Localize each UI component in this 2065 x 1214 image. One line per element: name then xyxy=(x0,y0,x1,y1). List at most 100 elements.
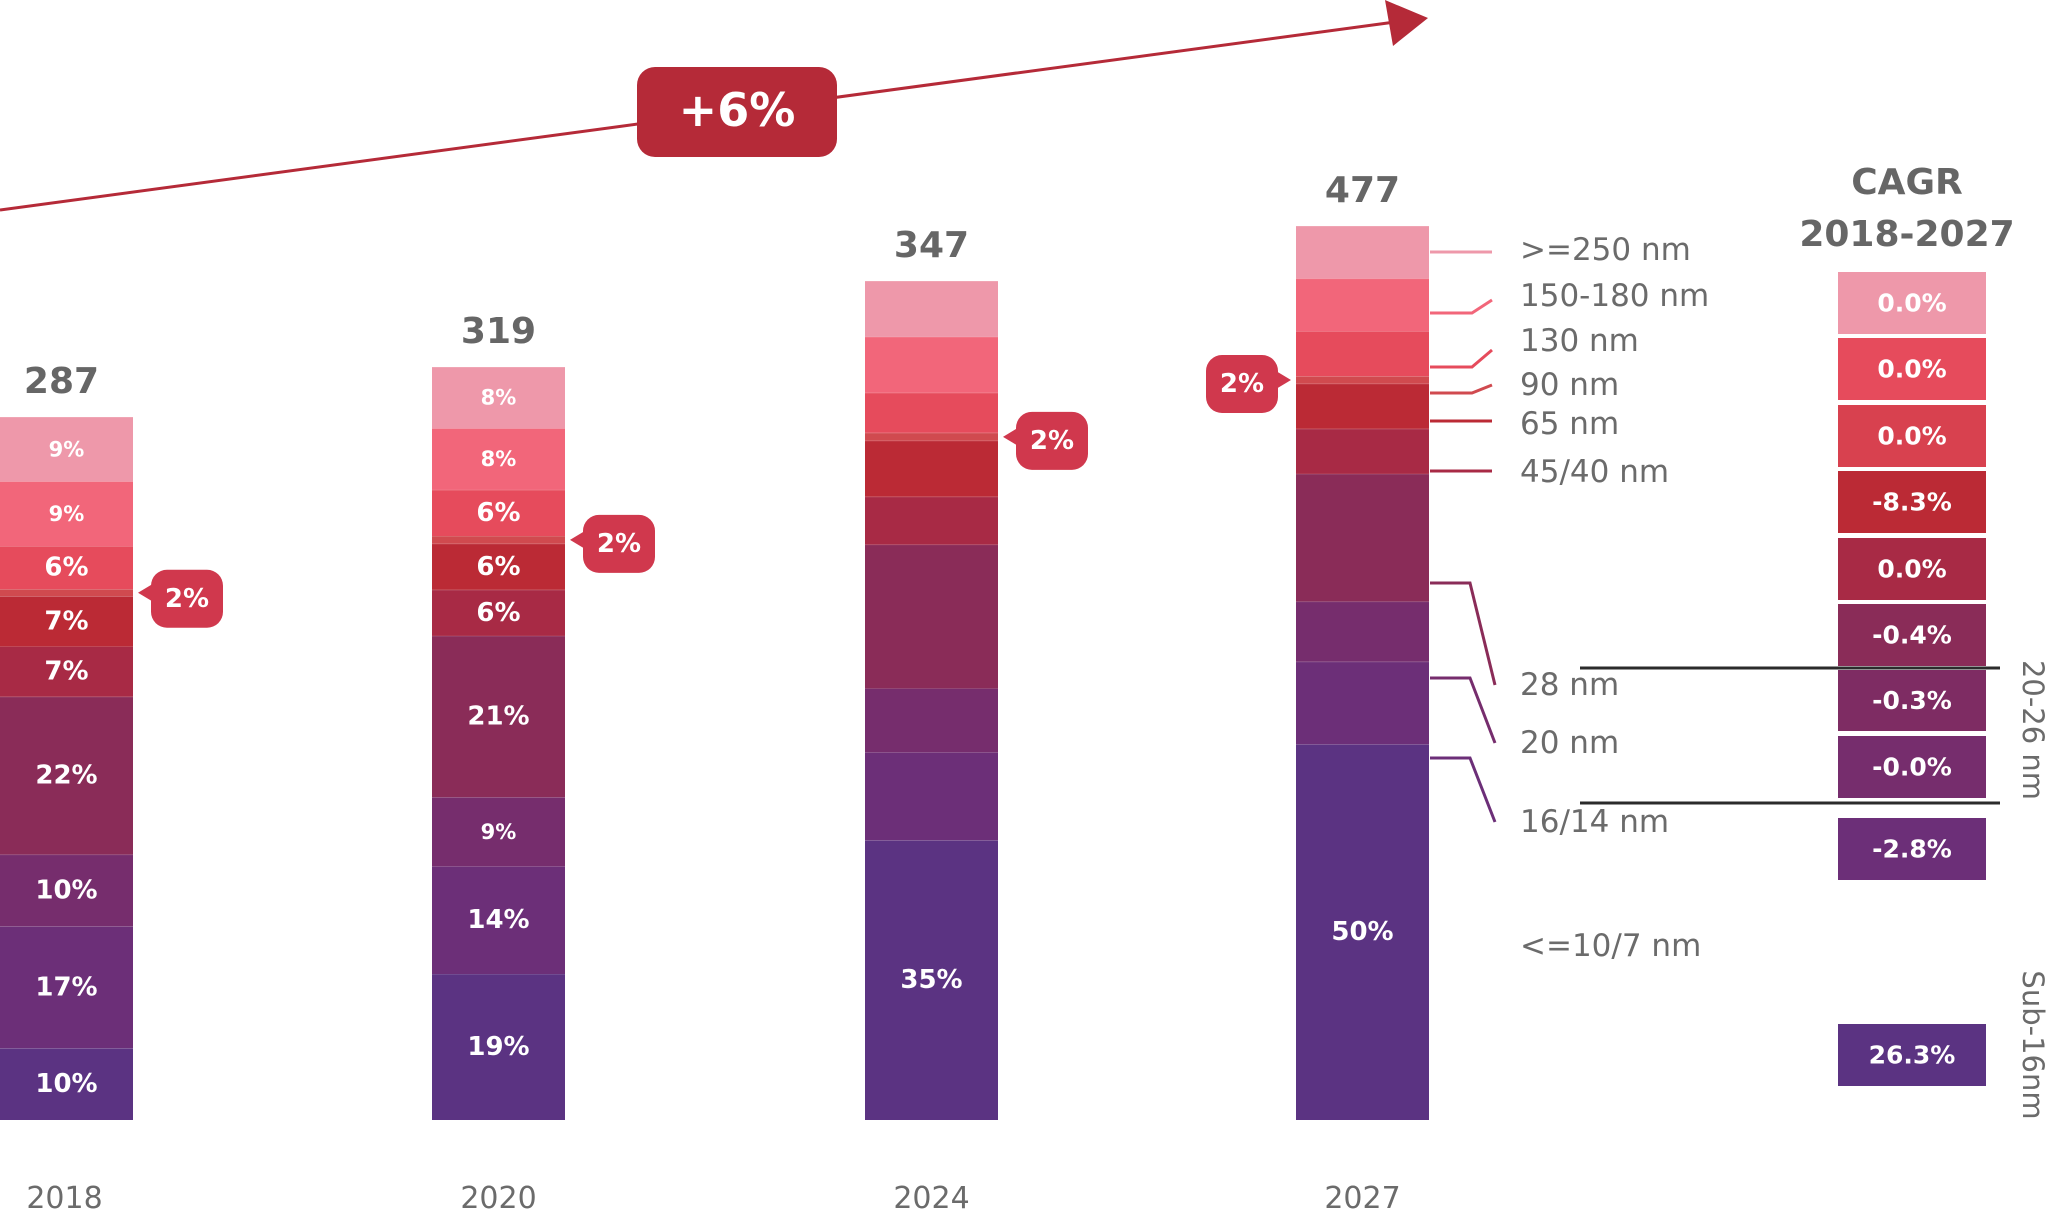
cagr-value: -0.0% xyxy=(1872,753,1952,782)
callout-bubble-2027 xyxy=(1206,355,1278,414)
cagr-title-line2: 2018-2027 xyxy=(1799,214,2014,255)
bar-segment-2024-5 xyxy=(865,440,998,497)
callout-pointer xyxy=(570,530,585,549)
bar-segment-2027-9 xyxy=(1296,226,1429,279)
segment-label: 6% xyxy=(476,498,520,528)
bar-segment-2024-0 xyxy=(865,840,998,1120)
cagr-box xyxy=(1838,338,1986,400)
segment-label: 6% xyxy=(476,552,520,582)
bar-segment-2024-1 xyxy=(865,752,998,841)
bar-segment-2018-4 xyxy=(0,646,133,697)
cagr-layer: 0.0% 0.0% 0.0% -8.3% 0.0% -0.4% -0.3% -0.0% -2.8… xyxy=(1838,272,1986,1086)
bar-segment-2020-0 xyxy=(432,974,565,1120)
segment-label: 14% xyxy=(467,905,529,935)
group-label-20-26nm: 20-26 nm xyxy=(2016,660,2050,800)
cagr-value: -2.8% xyxy=(1872,835,1952,864)
segment-label: 9% xyxy=(49,437,85,461)
bar-total-2024: 347 xyxy=(894,225,969,266)
legend-leader-line xyxy=(1430,348,1493,369)
cagr-box xyxy=(1838,1024,1986,1086)
bar-segment-2018-7 xyxy=(0,546,133,590)
legend-label: 130 nm xyxy=(1520,323,1639,359)
segment-label: 35% xyxy=(900,965,962,995)
legend-label: 45/40 nm xyxy=(1520,454,1669,490)
bar-segment-2027-3 xyxy=(1296,473,1429,602)
bar-segment-2018-5 xyxy=(0,596,133,647)
legend-label: 16/14 nm xyxy=(1520,804,1669,840)
bar-segment-2018-0 xyxy=(0,1048,133,1120)
segment-label: 10% xyxy=(35,1069,97,1099)
segment-label: 22% xyxy=(35,761,97,791)
growth-badge xyxy=(637,67,837,157)
legend-label: 150-180 nm xyxy=(1520,278,1709,314)
bar-segment-2018-9 xyxy=(0,417,133,482)
cagr-box xyxy=(1838,272,1986,334)
legend-label: >=250 nm xyxy=(1520,232,1691,268)
bar-total-2018: 287 xyxy=(24,361,99,402)
segment-label: 10% xyxy=(35,875,97,905)
callout-label-2020: 2% xyxy=(597,529,641,559)
x-tick-2027: 2027 xyxy=(1324,1181,1400,1214)
growth-label: +6% xyxy=(679,83,796,137)
bar-segment-2027-1 xyxy=(1296,661,1429,745)
cagr-title-line1: CAGR xyxy=(1851,162,1963,203)
bar-segment-2018-2 xyxy=(0,854,133,927)
bar-segment-2018-8 xyxy=(0,481,133,547)
callout-label-2018: 2% xyxy=(165,584,209,614)
bar-segment-2027-4 xyxy=(1296,428,1429,474)
bar-segment-2018-6 xyxy=(0,589,133,597)
bar-segment-2020-6 xyxy=(432,536,565,544)
growth-arrow-head xyxy=(1385,0,1428,46)
legend-leader-line xyxy=(1430,756,1497,823)
group-label-sub-16nm: Sub-16nm xyxy=(2016,970,2050,1119)
cagr-value: -0.4% xyxy=(1872,621,1952,650)
cagr-value: 0.0% xyxy=(1877,289,1946,318)
legend-label: 28 nm xyxy=(1520,667,1619,703)
legend-leader-line xyxy=(1430,581,1497,686)
legend-leader-line xyxy=(1430,298,1493,315)
segment-label: 8% xyxy=(481,447,517,471)
segment-label: 50% xyxy=(1331,917,1393,947)
callout-label-2024: 2% xyxy=(1030,426,1074,456)
legend-label: 90 nm xyxy=(1520,367,1619,403)
bar-segment-2020-3 xyxy=(432,635,565,798)
cagr-value: -0.3% xyxy=(1872,686,1952,715)
cagr-value: 0.0% xyxy=(1877,555,1946,584)
cagr-value: 0.0% xyxy=(1877,422,1946,451)
bar-total-2020: 319 xyxy=(461,311,536,352)
callout-bubble-2018 xyxy=(151,569,223,628)
bar-segment-2027-5 xyxy=(1296,383,1429,429)
cagr-box xyxy=(1838,670,1986,731)
cagr-box xyxy=(1838,604,1986,666)
x-tick-2018: 2018 xyxy=(26,1181,102,1214)
segment-label: 9% xyxy=(481,820,517,844)
legend-label: 20 nm xyxy=(1520,725,1619,761)
cagr-value: -8.3% xyxy=(1872,488,1952,517)
callout-pointer xyxy=(138,583,153,602)
segment-label: 6% xyxy=(476,598,520,628)
bars-layer: 10% 17% 10% 22% 7% 7% 6% 9% 9% 287 2018 2% 19% 14% 9% 2… xyxy=(0,170,1429,1214)
x-tick-2020: 2020 xyxy=(460,1181,536,1214)
legend-leader-line xyxy=(1430,676,1497,744)
cagr-box xyxy=(1838,818,1986,880)
cagr-box xyxy=(1838,471,1986,533)
bar-segment-2024-3 xyxy=(865,544,998,689)
bar-segment-2020-4 xyxy=(432,589,565,636)
segment-label: 9% xyxy=(49,502,85,526)
bar-segment-2020-7 xyxy=(432,489,565,537)
bar-segment-2024-2 xyxy=(865,688,998,753)
x-tick-2024: 2024 xyxy=(893,1181,969,1214)
bar-segment-2018-1 xyxy=(0,926,133,1049)
legend-label: 65 nm xyxy=(1520,406,1619,442)
segment-label: 21% xyxy=(467,702,529,732)
bar-segment-2027-8 xyxy=(1296,278,1429,332)
bar-segment-2024-7 xyxy=(865,392,998,433)
bar-segment-2027-0 xyxy=(1296,744,1429,1120)
callout-pointer xyxy=(1003,427,1018,446)
cagr-box xyxy=(1838,538,1986,600)
cagr-value: 0.0% xyxy=(1877,355,1946,384)
bar-segment-2020-1 xyxy=(432,866,565,975)
bar-segment-2024-4 xyxy=(865,496,998,545)
